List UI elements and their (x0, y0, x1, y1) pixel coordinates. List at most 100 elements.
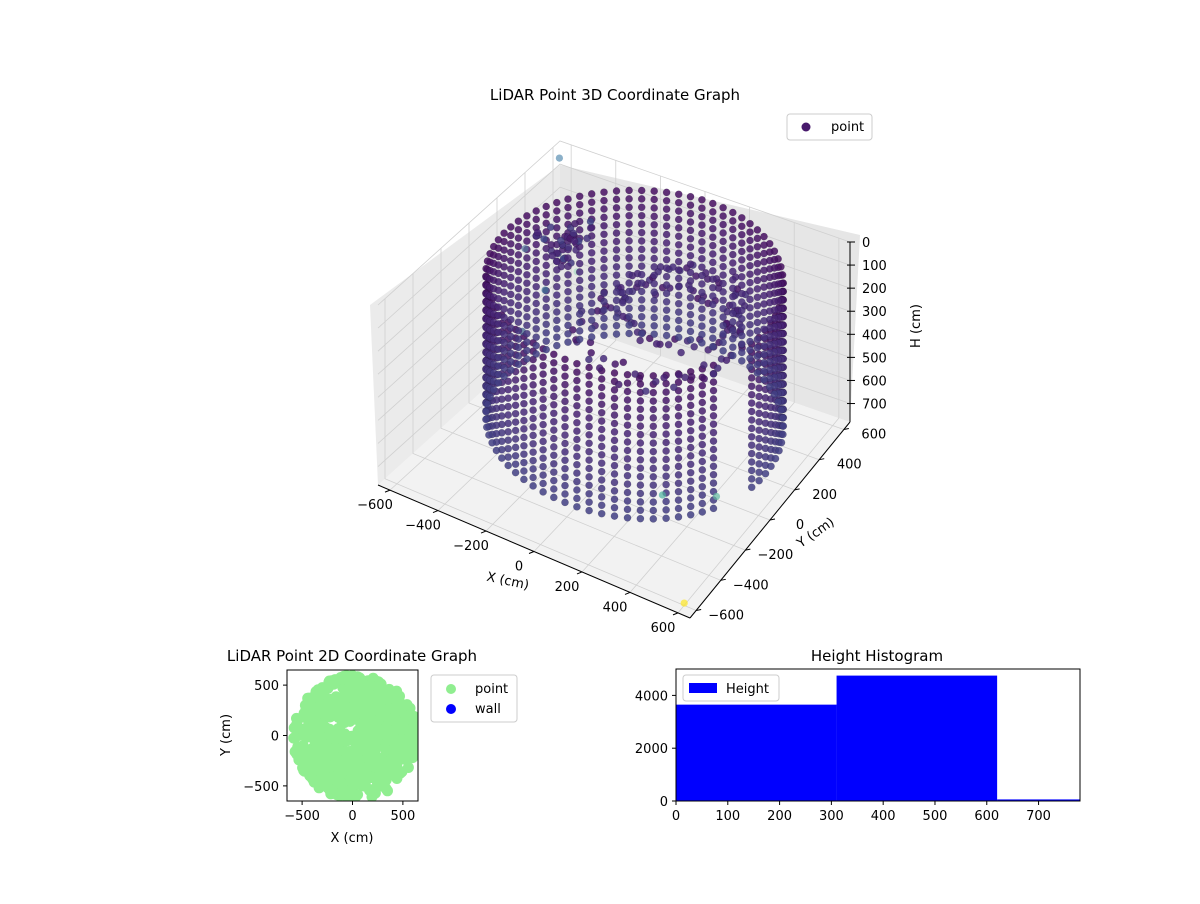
chart-2d-legend: point wall (430, 674, 518, 723)
lidar-point (698, 246, 706, 255)
lidar-point (564, 321, 572, 330)
lidar-point (597, 442, 606, 451)
lidar-point (637, 296, 646, 304)
lidar-point (674, 428, 683, 437)
lidar-point (636, 397, 645, 405)
lidar-point (597, 392, 606, 400)
lidar-point (575, 276, 584, 285)
lidar-point (738, 230, 746, 239)
lidar-point (612, 330, 621, 338)
lidar-point (623, 421, 632, 430)
lidar-point (649, 489, 658, 498)
x-tick-label: 200 (555, 580, 580, 595)
z-tick-label: 100 (862, 259, 887, 274)
lidar-point (747, 449, 756, 458)
lidar-point (532, 308, 541, 316)
lidar-point (698, 322, 706, 330)
x-tick-label: 400 (871, 809, 896, 824)
lidar-point (500, 330, 508, 339)
lidar-point (698, 254, 706, 263)
lidar-point (625, 220, 633, 228)
lidar-point (529, 364, 537, 372)
x-tick-label: −600 (357, 498, 393, 513)
lidar-point (612, 195, 621, 204)
scatter-point (329, 676, 341, 688)
lidar-point (649, 439, 658, 447)
lidar-point (686, 251, 695, 260)
lidar-point (520, 433, 528, 442)
outlier-point (541, 286, 549, 294)
lidar-point (729, 225, 737, 234)
lidar-point (674, 487, 683, 496)
lidar-point (698, 415, 707, 424)
lidar-point (573, 494, 581, 503)
lidar-point (698, 491, 707, 499)
lidar-point (600, 221, 608, 230)
lidar-point (686, 192, 695, 201)
lidar-point (482, 407, 490, 416)
histogram-bar (676, 704, 837, 801)
lidar-point (719, 262, 727, 271)
lidar-point (729, 301, 737, 309)
lidar-point (729, 318, 737, 326)
lidar-point (511, 418, 520, 426)
lidar-point (662, 188, 671, 197)
lidar-point (532, 316, 541, 325)
lidar-point (610, 478, 619, 487)
lidar-point (553, 308, 561, 316)
y-tick-mark (745, 548, 751, 551)
lidar-point (753, 251, 762, 259)
lidar-point (539, 429, 547, 437)
scatter-point (339, 717, 350, 728)
grid-line-z (377, 140, 851, 306)
lidar-point (686, 418, 695, 427)
lidar-point (533, 228, 542, 237)
lidar-point (674, 395, 683, 403)
lidar-point (674, 282, 683, 291)
lidar-point (738, 213, 746, 222)
lidar-point (674, 299, 683, 308)
lidar-point (539, 378, 547, 387)
lidar-point (600, 230, 608, 239)
lidar-point (585, 355, 593, 364)
lidar-point (637, 321, 646, 329)
lidar-point (553, 324, 561, 333)
lidar-point (542, 227, 551, 236)
x-tick-label: 400 (603, 600, 628, 615)
lidar-point (585, 405, 593, 414)
lidar-point (698, 305, 706, 314)
lidar-point (674, 333, 683, 342)
lidar-point (709, 317, 717, 326)
lidar-point (625, 186, 633, 195)
lidar-point (612, 296, 621, 305)
lidar-point (539, 370, 547, 378)
lidar-point (610, 419, 619, 428)
lidar-point (587, 324, 596, 333)
lidar-point (747, 416, 756, 424)
lidar-point (532, 324, 541, 333)
scatter-point (326, 696, 338, 708)
scatter-point (338, 695, 350, 707)
x-tick-mark (384, 489, 391, 493)
lidar-point (637, 211, 646, 220)
lidar-point (482, 423, 491, 432)
scatter-point (372, 778, 383, 789)
outlier-point (521, 245, 529, 253)
lidar-point (504, 461, 513, 470)
lidar-point (698, 195, 706, 204)
lidar-point (506, 248, 515, 257)
lidar-point (575, 301, 584, 310)
lidar-point (600, 272, 608, 281)
lidar-point (709, 437, 718, 445)
lidar-point (747, 432, 756, 441)
lidar-point (597, 408, 606, 417)
histogram-bar (997, 799, 1080, 801)
lidar-point (520, 408, 528, 416)
lidar-point (506, 357, 515, 366)
lidar-point (610, 444, 619, 453)
lidar-point (729, 284, 737, 293)
lidar-point (662, 514, 670, 523)
lidar-point (650, 187, 659, 195)
chart-3d-title: LiDAR Point 3D Coordinate Graph (490, 86, 740, 104)
lidar-point (755, 443, 763, 451)
